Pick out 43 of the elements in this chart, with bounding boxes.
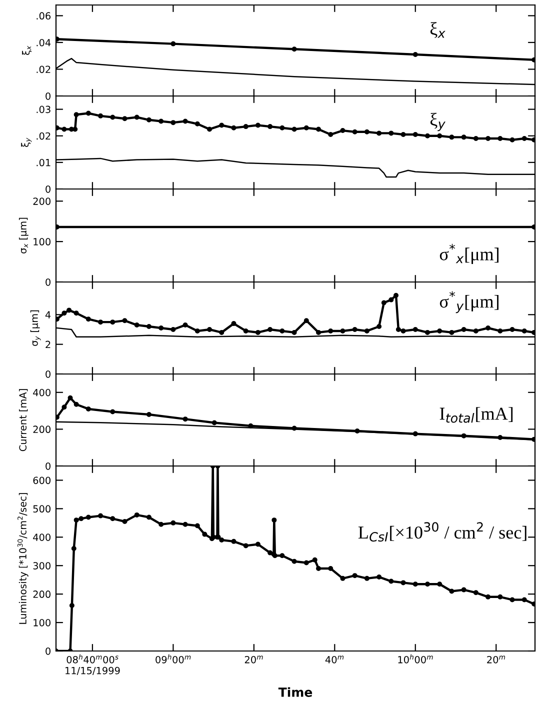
x-tick-label: 10$^{h}$00$^{m}$	[398, 654, 433, 664]
x-tick-label: 20$^{m}$	[244, 656, 263, 664]
y-tick-label: 0	[46, 185, 50, 193]
y-tick-label: .04	[36, 38, 51, 46]
y-tick-label: 0	[46, 462, 50, 470]
y-tick-label: 400	[33, 388, 50, 396]
y-tick-label: 0	[46, 92, 50, 100]
y-tick-label: 0	[46, 370, 50, 378]
y-tick-label: 100	[34, 619, 50, 626]
y-tick-label: 0	[46, 647, 50, 655]
x-tick-label: 08$^{h}$40$^{m}$00$^{s}$ 11/15/1999	[66, 654, 120, 676]
x-axis-title: Time	[278, 687, 312, 697]
y-tick-label: 200	[33, 198, 50, 205]
y-tick-label: 200	[33, 590, 50, 598]
x-tick-label: 20$^{m}$	[487, 656, 506, 664]
y-axis-title: σ$_{y}$ [μm]	[30, 310, 41, 346]
annotation: σ$^{*}$$_{y}$[μm]	[440, 291, 498, 314]
y-axis-title: ξ$_{y}$	[21, 138, 32, 147]
y-axis-title: σ$_{x}$ [μm]	[18, 218, 28, 254]
annotation: L$_{CsI}$[×10$^{30}$ / cm$^{2}$ / sec]	[358, 522, 526, 542]
y-tick-label: .06	[36, 12, 51, 20]
y-tick-label: 400	[33, 534, 50, 541]
y-tick-label: 600	[33, 476, 50, 484]
y-tick-label: 100	[34, 238, 50, 246]
annotation: ξ$_{y}$	[430, 112, 446, 132]
y-axis-title: Luminosity [*10$^{30}$/cm$^{2}$/sec]	[18, 493, 28, 624]
annotation: σ$^{*}$$_{x}$[μm]	[440, 244, 498, 264]
y-tick-label: 300	[33, 562, 50, 570]
annotation: I$_{total}$[mA]	[440, 407, 513, 423]
y-tick-label: 2	[46, 340, 50, 348]
y-tick-label: 0	[46, 278, 50, 286]
x-tick-label: 09$^{h}$00$^{m}$	[156, 654, 191, 664]
y-tick-label: .02	[36, 132, 50, 140]
y-axis-title: Current [mA]	[19, 389, 28, 452]
y-tick-label: .02	[36, 66, 50, 74]
y-tick-label: .01	[36, 158, 50, 166]
x-tick-label: 40$^{m}$	[325, 656, 344, 664]
y-tick-label: 4	[45, 311, 51, 318]
y-tick-label: 200	[33, 426, 50, 434]
y-tick-label: .03	[36, 106, 50, 114]
y-axis-title: ξ$_{x}$	[22, 46, 32, 55]
y-tick-label: 500	[33, 505, 50, 513]
annotation: ξ$_{x}$	[430, 22, 446, 38]
